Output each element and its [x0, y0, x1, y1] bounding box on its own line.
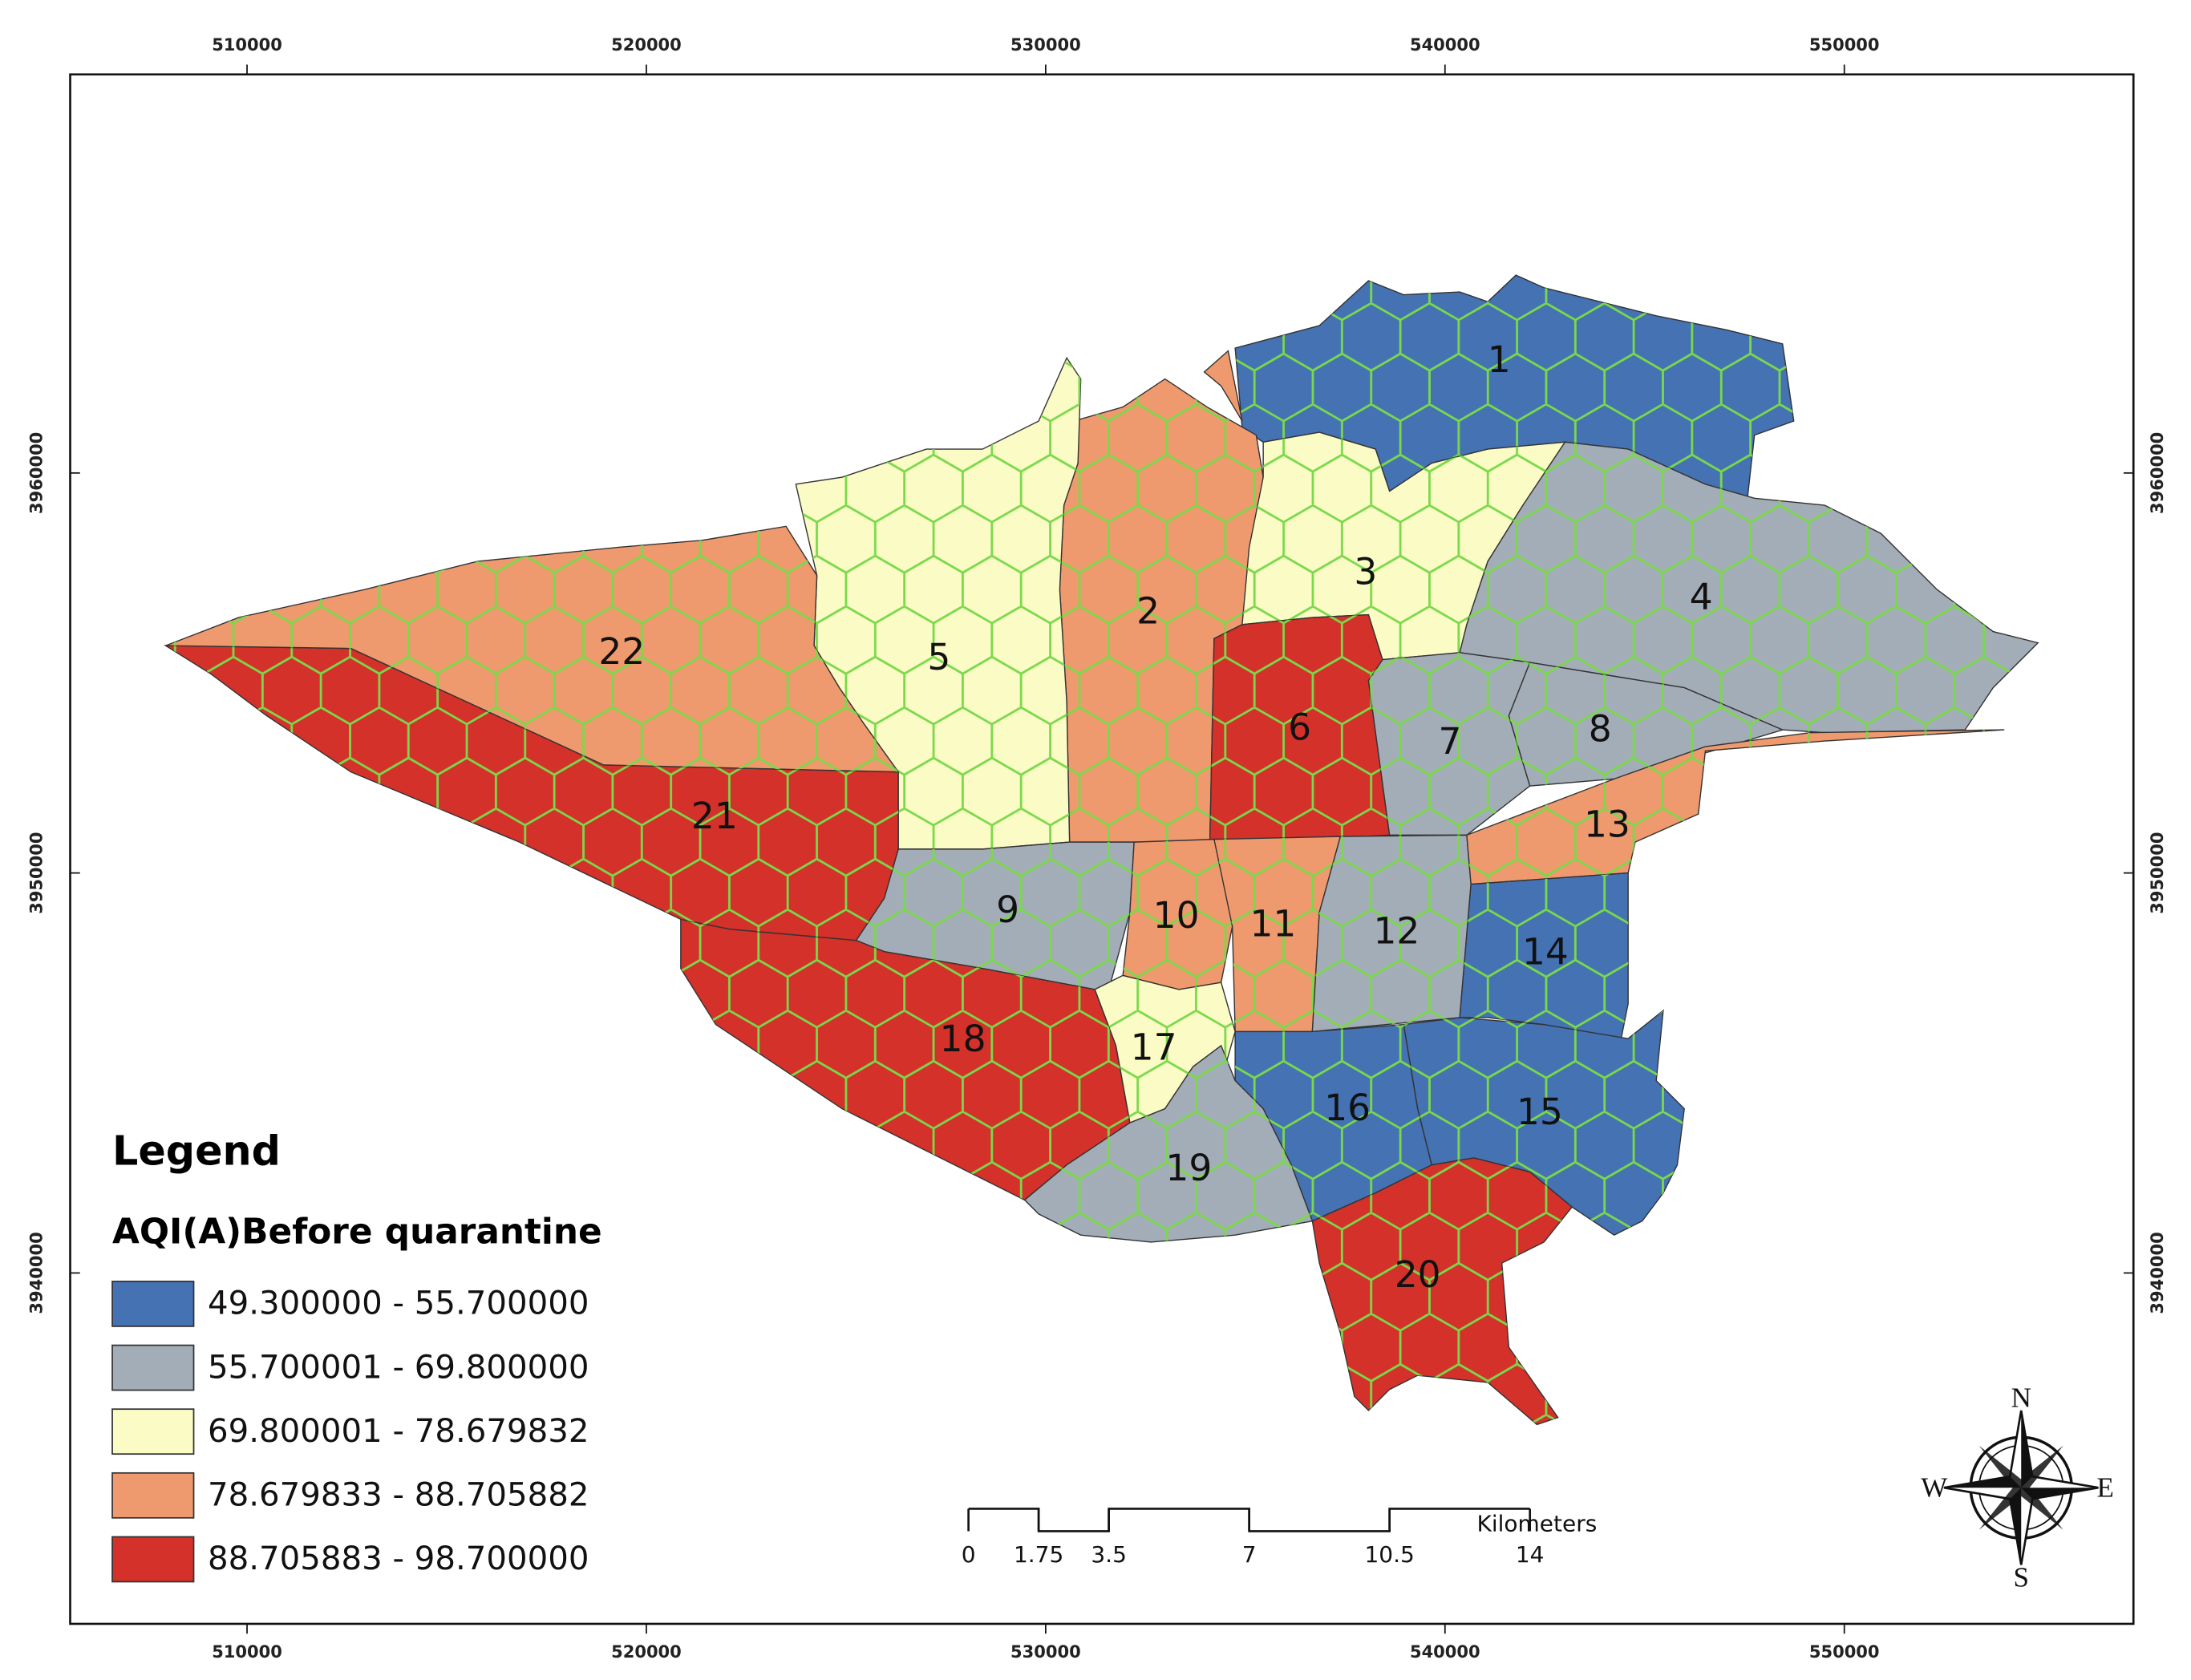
district-hex: [1241, 432, 1565, 660]
scale-unit: Kilometers: [1476, 1510, 1597, 1536]
scale-label: 0: [962, 1541, 976, 1568]
x-tick-label: 550000: [1809, 35, 1880, 55]
district-label: 2: [1136, 589, 1160, 632]
legend-swatch: [111, 1408, 195, 1455]
districts: [164, 274, 2039, 1426]
district-label: 1: [1488, 338, 1511, 381]
compass: N S E W: [1921, 1382, 2114, 1593]
legend-swatch: [111, 1472, 195, 1519]
district-label: 12: [1373, 909, 1419, 952]
district-hex: [1312, 835, 1472, 1032]
district-label: 10: [1153, 894, 1200, 937]
compass-star: [1978, 1445, 2063, 1530]
district-label: 3: [1354, 550, 1377, 593]
district-label: 21: [691, 795, 738, 837]
district-hex: [1213, 836, 1341, 1032]
x-tick-label: 550000: [1809, 1642, 1880, 1662]
district-label: 14: [1522, 931, 1569, 974]
district-hex: [1235, 1024, 1432, 1221]
legend-subtitle: AQI(A)Before quarantine: [112, 1212, 602, 1253]
y-tick-label: 3940000: [2148, 1232, 2167, 1314]
scale-label: 7: [1242, 1541, 1257, 1568]
scale-label: 3.5: [1091, 1541, 1127, 1568]
district-label: 6: [1288, 706, 1311, 749]
district-label: 20: [1395, 1253, 1441, 1296]
district-label: 8: [1589, 707, 1612, 750]
legend: 49.300000 - 55.700000 55.700001 - 69.8000…: [111, 1281, 589, 1583]
district-label: 15: [1517, 1091, 1563, 1133]
district-hex: [1460, 442, 2039, 733]
district-label: 9: [996, 889, 1019, 931]
legend-label: 88.705883 - 98.700000: [208, 1540, 589, 1577]
district-hex: [1059, 379, 1264, 843]
scale-label: 1.75: [1014, 1541, 1063, 1568]
district-hex: [680, 919, 1130, 1200]
district-hex: [1123, 839, 1233, 990]
x-tick-label: 510000: [212, 35, 282, 55]
compass-n: N: [2011, 1382, 2031, 1414]
district-hex: [1095, 975, 1236, 1123]
district-label: 7: [1438, 720, 1461, 763]
x-tick-label: 510000: [212, 1642, 282, 1662]
scale-bar: 0 1.75 3.5 7 10.5 14 Kilometers: [962, 1508, 1597, 1568]
district-hex: [1312, 1157, 1573, 1425]
district-hex: [165, 526, 899, 772]
compass-w: W: [1921, 1472, 1947, 1504]
district-label: 13: [1584, 803, 1630, 845]
district-hex: [165, 646, 899, 941]
district-label: 19: [1165, 1147, 1212, 1189]
district-label: 17: [1131, 1026, 1177, 1069]
district-label: 16: [1324, 1087, 1371, 1129]
x-tick-label: 520000: [611, 1642, 682, 1662]
district-hex: [1403, 1010, 1685, 1236]
district-label: 4: [1690, 576, 1713, 618]
district-hex: [1368, 652, 1530, 836]
x-tick-label: 530000: [1010, 35, 1081, 55]
district-hex: [1460, 872, 1629, 1039]
y-tick-label: 3950000: [2148, 832, 2167, 913]
district-area: [1203, 350, 1243, 422]
district-label: 22: [598, 630, 645, 673]
legend-label: 55.700001 - 69.800000: [208, 1349, 589, 1386]
legend-label: 69.800001 - 78.679832: [208, 1413, 589, 1450]
district-label: 5: [927, 636, 950, 678]
frame-ticks: 5100005100005200005200005300005300005400…: [27, 35, 2167, 1662]
district-hex: [1235, 275, 1794, 499]
y-tick-label: 3960000: [27, 432, 47, 514]
legend-swatch: [111, 1281, 195, 1327]
y-tick-label: 3940000: [27, 1232, 47, 1314]
compass-e: E: [2097, 1472, 2114, 1504]
legend-label: 78.679833 - 88.705882: [208, 1477, 589, 1514]
x-tick-label: 540000: [1410, 1642, 1480, 1662]
district-hex: [1509, 662, 1783, 787]
district-hex: [1466, 730, 2005, 885]
x-tick-label: 530000: [1010, 1642, 1081, 1662]
y-tick-label: 3960000: [2148, 432, 2167, 514]
legend-label: 49.300000 - 55.700000: [208, 1285, 589, 1322]
scale-label: 14: [1516, 1541, 1545, 1568]
scale-label: 10.5: [1364, 1541, 1414, 1568]
y-tick-label: 3950000: [27, 832, 47, 913]
district-hex: [1209, 614, 1390, 840]
x-tick-label: 520000: [611, 35, 682, 55]
district-label: 18: [940, 1018, 986, 1060]
legend-title: Legend: [112, 1127, 281, 1175]
legend-swatch: [111, 1344, 195, 1391]
district-hex: [856, 842, 1135, 990]
district-hex: [1024, 1045, 1313, 1242]
district-label: 11: [1249, 903, 1296, 945]
legend-swatch: [111, 1536, 195, 1583]
x-tick-label: 540000: [1410, 35, 1480, 55]
district-hex: [796, 358, 1081, 849]
compass-s: S: [2013, 1562, 2028, 1593]
